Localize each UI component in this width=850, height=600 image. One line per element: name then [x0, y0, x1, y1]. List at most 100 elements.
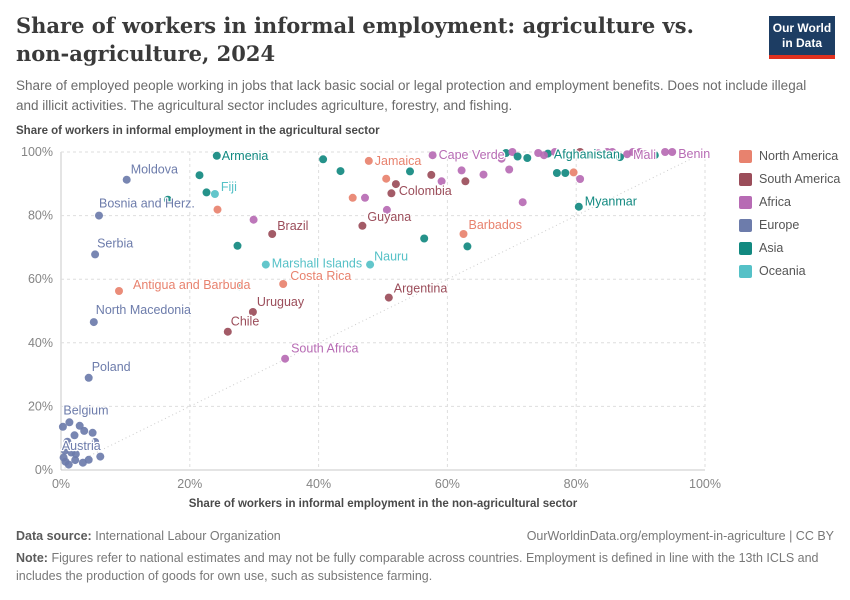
- data-point[interactable]: [202, 188, 211, 197]
- data-point[interactable]: [84, 455, 93, 464]
- point-bosnia-and-herz-[interactable]: [95, 211, 103, 220]
- data-point[interactable]: [576, 148, 585, 156]
- owid-citation-link[interactable]: OurWorldinData.org/employment-in-agricul…: [526, 529, 834, 543]
- data-point[interactable]: [479, 170, 488, 179]
- data-point[interactable]: [502, 149, 510, 157]
- data-point[interactable]: [91, 438, 100, 446]
- data-point[interactable]: [249, 215, 258, 224]
- data-point[interactable]: [254, 152, 263, 161]
- legend-item-north-america[interactable]: North America: [739, 149, 840, 163]
- legend-item-oceania[interactable]: Oceania: [739, 264, 840, 278]
- data-point[interactable]: [195, 171, 204, 180]
- point-costa-rica[interactable]: [279, 280, 288, 288]
- data-point[interactable]: [508, 148, 517, 156]
- country-label: Belgium: [63, 403, 108, 417]
- point-jamaica[interactable]: [364, 156, 373, 165]
- owid-logo[interactable]: Our World in Data: [769, 16, 835, 59]
- data-point[interactable]: [361, 193, 369, 202]
- data-point[interactable]: [650, 151, 659, 160]
- point-poland[interactable]: [84, 373, 93, 382]
- data-point[interactable]: [233, 241, 242, 250]
- data-point[interactable]: [406, 167, 414, 176]
- data-point[interactable]: [420, 234, 429, 243]
- data-point[interactable]: [427, 170, 436, 179]
- point-serbia[interactable]: [91, 250, 100, 259]
- data-point[interactable]: [235, 282, 244, 291]
- data-point[interactable]: [569, 168, 578, 177]
- legend-item-europe[interactable]: Europe: [739, 218, 840, 232]
- point-north-macedonia[interactable]: [89, 318, 98, 327]
- data-point[interactable]: [382, 205, 391, 214]
- data-point[interactable]: [80, 426, 89, 435]
- data-point[interactable]: [336, 167, 345, 176]
- point-colombia[interactable]: [391, 180, 400, 189]
- point-antigua-and-barbuda[interactable]: [115, 287, 123, 295]
- data-point[interactable]: [461, 177, 470, 186]
- point-nauru[interactable]: [366, 260, 375, 269]
- data-point[interactable]: [67, 448, 76, 457]
- data-point[interactable]: [518, 198, 527, 207]
- country-label: Myanmar: [585, 195, 637, 209]
- data-point[interactable]: [163, 195, 172, 204]
- data-point[interactable]: [608, 148, 617, 156]
- data-point[interactable]: [513, 152, 522, 161]
- data-point[interactable]: [616, 153, 624, 162]
- data-point[interactable]: [58, 422, 67, 431]
- point-moldova[interactable]: [122, 175, 131, 184]
- x-tick-label: 100%: [689, 477, 721, 491]
- legend-item-asia[interactable]: Asia: [739, 241, 840, 255]
- data-point[interactable]: [382, 174, 391, 183]
- data-point[interactable]: [60, 446, 69, 455]
- point-guyana[interactable]: [358, 221, 367, 230]
- point-myanmar[interactable]: [574, 202, 583, 211]
- data-point[interactable]: [457, 166, 466, 175]
- point-marshall-islands[interactable]: [261, 260, 270, 269]
- data-point[interactable]: [75, 442, 84, 451]
- data-point[interactable]: [71, 456, 80, 465]
- point-fiji[interactable]: [210, 190, 219, 198]
- data-point[interactable]: [583, 150, 592, 159]
- data-point[interactable]: [213, 205, 222, 214]
- data-point[interactable]: [497, 154, 506, 163]
- data-point[interactable]: [641, 150, 650, 159]
- point-uruguay[interactable]: [248, 308, 257, 316]
- data-point[interactable]: [437, 177, 446, 186]
- data-point[interactable]: [88, 428, 97, 437]
- data-point[interactable]: [96, 452, 105, 461]
- country-label: Jamaica: [375, 154, 422, 168]
- data-point[interactable]: [550, 148, 559, 156]
- country-label: Austria: [62, 439, 101, 453]
- point-chile[interactable]: [223, 327, 232, 336]
- continent-legend: North America South America Africa Europe As…: [739, 149, 840, 278]
- point-barbados[interactable]: [459, 230, 468, 238]
- y-tick-label: 100%: [21, 145, 53, 159]
- data-point[interactable]: [70, 431, 79, 440]
- legend-item-south-america[interactable]: South America: [739, 172, 840, 186]
- point-armenia[interactable]: [212, 151, 221, 160]
- data-point[interactable]: [576, 175, 585, 183]
- data-point[interactable]: [63, 437, 72, 446]
- data-point[interactable]: [463, 242, 472, 251]
- legend-item-africa[interactable]: Africa: [739, 195, 840, 209]
- data-point[interactable]: [319, 155, 328, 164]
- data-point[interactable]: [628, 148, 637, 156]
- data-point[interactable]: [348, 193, 357, 202]
- data-point[interactable]: [594, 149, 603, 158]
- point-benin[interactable]: [668, 148, 677, 156]
- data-point[interactable]: [661, 148, 670, 156]
- point-south-africa[interactable]: [281, 354, 290, 363]
- country-label: Antigua and Barbuda: [133, 278, 251, 292]
- point-cape-verde[interactable]: [428, 151, 437, 160]
- footnote: Note: Figures refer to national estimate…: [16, 550, 834, 586]
- data-point[interactable]: [540, 151, 548, 160]
- data-point[interactable]: [387, 189, 396, 198]
- point-belgium[interactable]: [65, 418, 74, 427]
- data-point[interactable]: [523, 154, 532, 162]
- point-brazil[interactable]: [268, 230, 277, 238]
- data-point[interactable]: [505, 165, 514, 174]
- data-point[interactable]: [64, 460, 73, 469]
- data-point[interactable]: [561, 169, 570, 177]
- point-argentina[interactable]: [384, 293, 393, 302]
- data-point[interactable]: [552, 169, 561, 177]
